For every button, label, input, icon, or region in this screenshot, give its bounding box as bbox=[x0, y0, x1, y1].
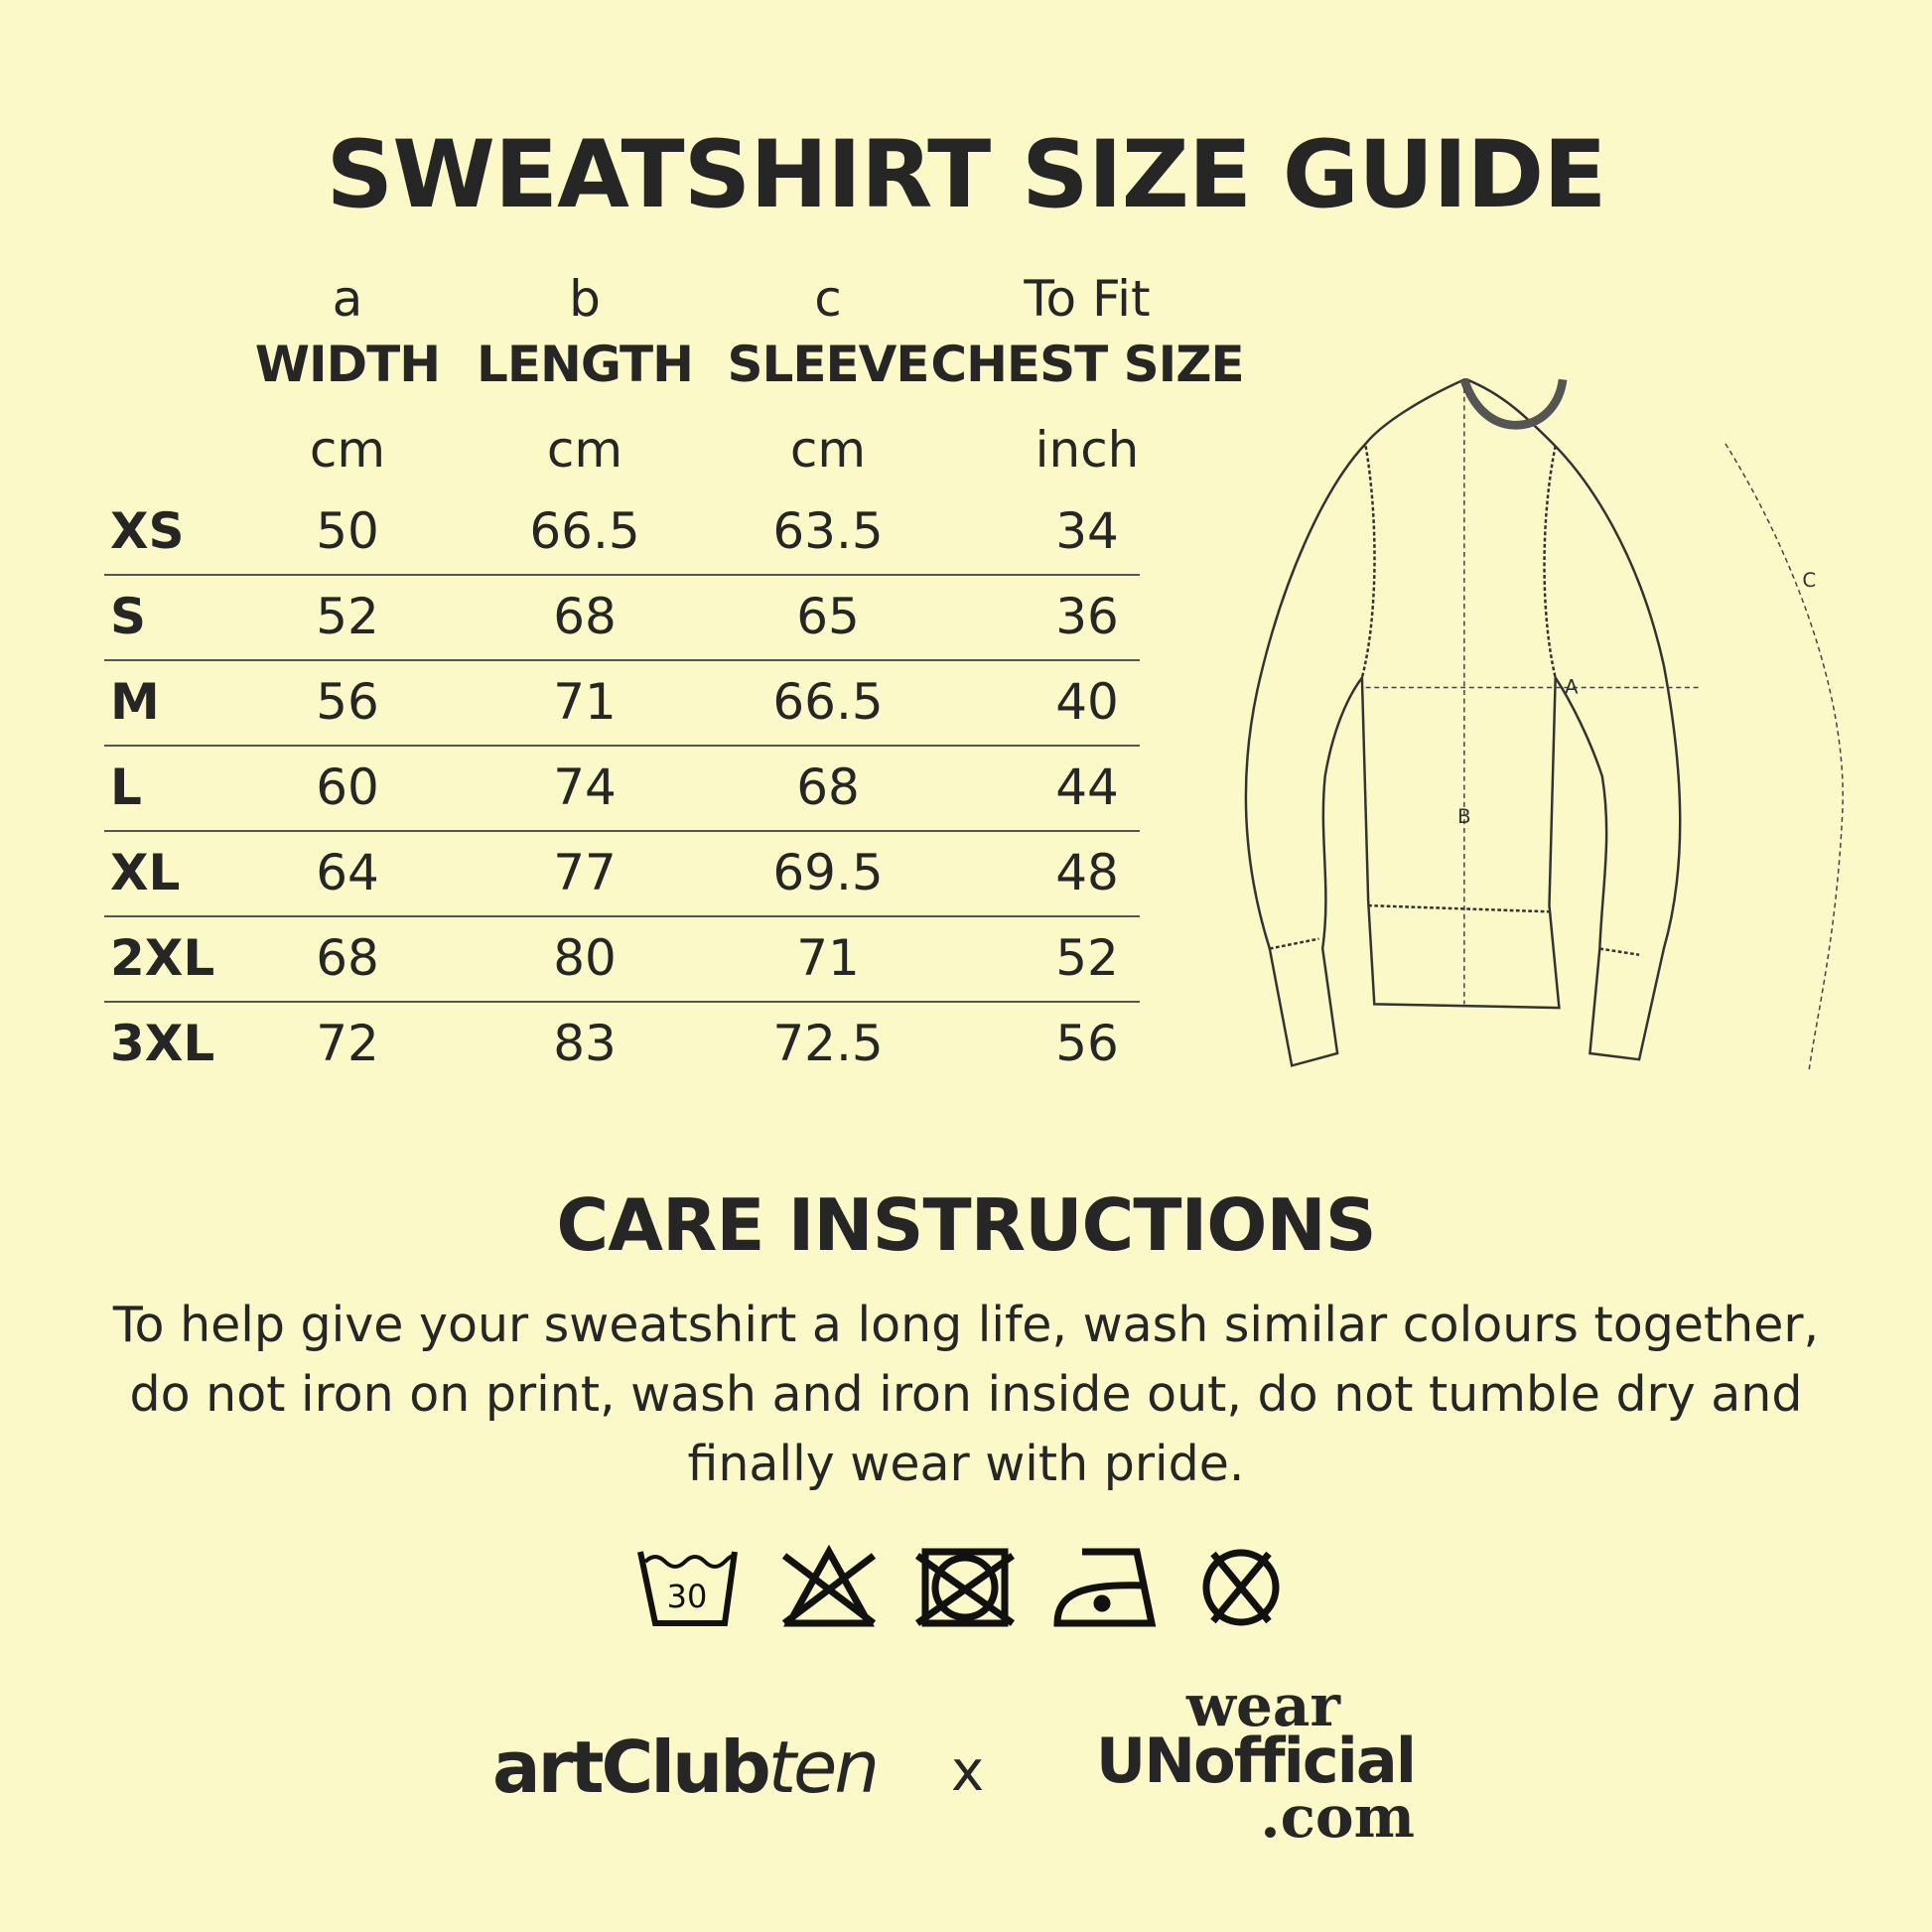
label-b: B bbox=[1457, 805, 1471, 828]
table-cell: 72 bbox=[316, 1015, 379, 1072]
table-cell: 56 bbox=[316, 673, 379, 731]
table-cell: 36 bbox=[1055, 588, 1119, 645]
do-not-dry-clean-icon bbox=[1202, 1549, 1280, 1626]
row-divider bbox=[104, 574, 1140, 576]
label-a: A bbox=[1565, 676, 1579, 699]
column-letter: b bbox=[569, 270, 601, 328]
table-cell: 66.5 bbox=[529, 502, 640, 560]
care-title: CARE INSTRUCTIONS bbox=[556, 1183, 1376, 1267]
table-cell: 69.5 bbox=[772, 844, 884, 901]
size-label: XS bbox=[110, 502, 185, 560]
table-cell: 64 bbox=[316, 844, 379, 901]
column-unit: cm bbox=[309, 421, 386, 479]
wearunofficial-logo: wear UNofficial .com bbox=[1095, 1672, 1417, 1851]
row-divider bbox=[104, 915, 1140, 917]
sweatshirt-diagram: A B C bbox=[1244, 377, 1844, 1070]
table-cell: 48 bbox=[1055, 844, 1119, 901]
table-cell: 60 bbox=[316, 759, 379, 816]
size-label: L bbox=[110, 759, 142, 816]
size-label: M bbox=[110, 673, 160, 731]
size-label: 3XL bbox=[110, 1015, 215, 1072]
collab-separator: x bbox=[951, 1739, 985, 1804]
table-cell: 63.5 bbox=[772, 502, 884, 560]
table-cell: 56 bbox=[1055, 1015, 1119, 1072]
table-cell: 71 bbox=[553, 673, 617, 731]
size-label: 2XL bbox=[110, 929, 215, 987]
column-header: SLEEVE bbox=[727, 336, 929, 393]
iron-low-icon bbox=[1053, 1548, 1157, 1627]
column-unit: cm bbox=[789, 421, 867, 479]
table-cell: 71 bbox=[796, 929, 860, 987]
table-cell: 50 bbox=[316, 502, 379, 560]
row-divider bbox=[104, 830, 1140, 832]
column-letter: To Fit bbox=[1024, 270, 1151, 328]
table-row: S 52 68 65 36 bbox=[104, 576, 1140, 661]
table-cell: 52 bbox=[316, 588, 379, 645]
size-label: S bbox=[110, 588, 147, 645]
table-cell: 68 bbox=[553, 588, 617, 645]
table-row: L 60 74 68 44 bbox=[104, 747, 1140, 832]
table-cell: 40 bbox=[1055, 673, 1119, 731]
table-cell: 52 bbox=[1055, 929, 1119, 987]
column-unit: cm bbox=[546, 421, 623, 479]
table-cell: 72.5 bbox=[772, 1015, 884, 1072]
page-title: SWEATSHIRT SIZE GUIDE bbox=[326, 121, 1607, 229]
column-unit: inch bbox=[1035, 421, 1140, 479]
label-c: C bbox=[1802, 569, 1816, 592]
svg-text:30: 30 bbox=[667, 1578, 708, 1615]
column-header: LENGTH bbox=[477, 336, 694, 393]
table-cell: 65 bbox=[796, 588, 860, 645]
table-cell: 74 bbox=[553, 759, 617, 816]
column-header: WIDTH bbox=[254, 336, 441, 393]
artclubten-logo: artClubten bbox=[492, 1725, 880, 1809]
table-cell: 80 bbox=[553, 929, 617, 987]
size-label: XL bbox=[110, 844, 181, 901]
table-row: 2XL 68 80 71 52 bbox=[104, 917, 1140, 1003]
column-letter: a bbox=[332, 270, 363, 328]
sweatshirt-outline bbox=[1244, 378, 1682, 1067]
table-row: XS 50 66.5 63.5 34 bbox=[104, 490, 1140, 576]
table-row: 3XL 72 83 72.5 56 bbox=[104, 1003, 1140, 1088]
do-not-bleach-icon bbox=[781, 1544, 877, 1627]
care-icons: 30 bbox=[637, 1544, 1280, 1627]
table-cell: 66.5 bbox=[772, 673, 884, 731]
table-cell: 83 bbox=[553, 1015, 617, 1072]
row-divider bbox=[104, 659, 1140, 661]
table-cell: 68 bbox=[316, 929, 379, 987]
table-cell: 34 bbox=[1055, 502, 1119, 560]
sleeve-measure-line bbox=[1725, 443, 1844, 1070]
table-cell: 44 bbox=[1055, 759, 1119, 816]
table-cell: 68 bbox=[796, 759, 860, 816]
column-header: CHEST SIZE bbox=[930, 336, 1244, 393]
table-cell: 77 bbox=[553, 844, 617, 901]
row-divider bbox=[104, 745, 1140, 747]
table-row: M 56 71 66.5 40 bbox=[104, 661, 1140, 747]
wash-30-icon: 30 bbox=[637, 1551, 738, 1626]
care-text: To help give your sweatshirt a long life… bbox=[112, 1297, 1820, 1492]
column-letter: c bbox=[814, 270, 842, 328]
row-divider bbox=[104, 1001, 1140, 1003]
table-row: XL 64 77 69.5 48 bbox=[104, 832, 1140, 917]
do-not-tumble-dry-icon bbox=[914, 1548, 1016, 1627]
